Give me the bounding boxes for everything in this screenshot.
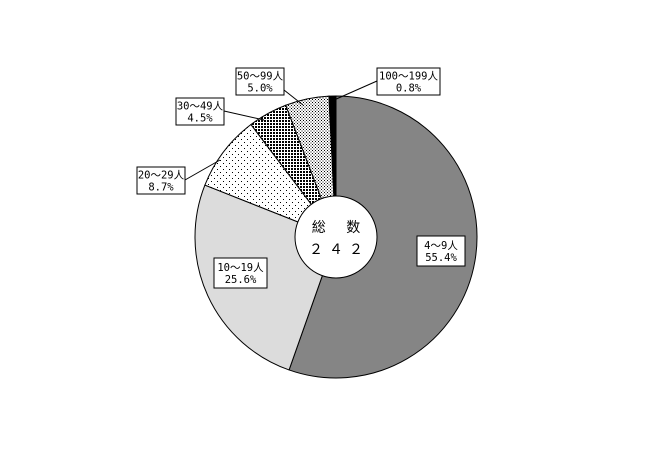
- slice-percent-label: 0.8%: [396, 83, 422, 95]
- slice-category-label: 50～99人: [237, 71, 284, 83]
- leader-line-4: [223, 110, 265, 121]
- slices-layer: [194, 95, 478, 379]
- slice-label-box: [175, 97, 225, 126]
- slice-category-label: 100～199人: [379, 71, 438, 83]
- leader-lines-layer: [184, 80, 378, 181]
- slice-label-box: [376, 67, 441, 96]
- slice-category-label: 10～19人: [217, 262, 264, 274]
- slice-percent-label: 8.7%: [148, 182, 174, 194]
- slice-percent-label: 4.5%: [187, 113, 213, 125]
- slice-percent-label: 5.0%: [247, 83, 273, 95]
- slice-label-box: [136, 166, 186, 195]
- center-hole: 総 数 ２４２: [294, 195, 378, 279]
- leader-line-6: [333, 80, 378, 101]
- slice-label-box: [416, 235, 466, 267]
- center-circle: [294, 195, 378, 279]
- leader-line-5: [283, 89, 304, 106]
- slice-percent-label: 25.6%: [225, 274, 257, 286]
- slice-label-box: [213, 257, 268, 289]
- slice-category-label: 4～9人: [424, 240, 458, 252]
- leader-line-3: [184, 159, 221, 181]
- slice-label-box: [235, 67, 285, 96]
- center-value: ２４２: [309, 242, 369, 258]
- slice-category-label: 20～29人: [138, 170, 185, 182]
- center-label: 総 数: [312, 220, 366, 236]
- slice-category-label: 30～49人: [177, 101, 224, 113]
- slice-percent-label: 55.4%: [425, 252, 457, 264]
